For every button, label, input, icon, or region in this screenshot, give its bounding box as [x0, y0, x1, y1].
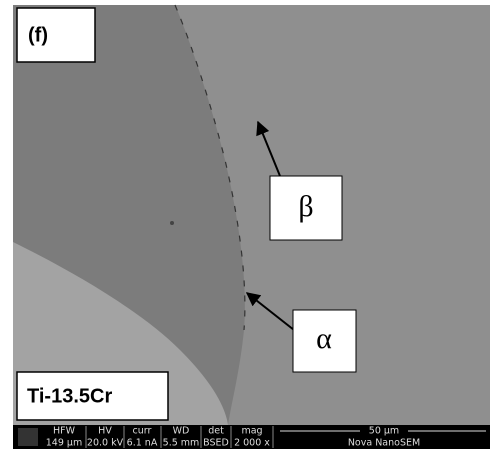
info-value: BSED	[203, 438, 229, 449]
scale-bar-label: 50 µm	[369, 426, 399, 437]
logo	[18, 428, 38, 446]
panel-label: (f)	[28, 24, 48, 46]
instrument: Nova NanoSEM	[348, 438, 420, 449]
alpha-label: α	[316, 322, 332, 355]
info-header: HV	[98, 426, 112, 437]
info-header: WD	[173, 426, 190, 437]
info-value: 5.5 mm	[163, 438, 200, 449]
info-value: 6.1 nA	[127, 438, 158, 449]
particle	[170, 221, 174, 225]
info-header: curr	[133, 426, 152, 437]
beta-label: β	[298, 190, 313, 223]
info-value: 2 000 x	[234, 438, 270, 449]
info-value: 149 µm	[46, 438, 82, 449]
sample-label: Ti-13.5Cr	[27, 385, 112, 407]
info-header: det	[208, 426, 224, 437]
info-value: 20.0 kV	[87, 438, 124, 449]
info-header: mag	[241, 426, 262, 437]
info-header: HFW	[53, 426, 76, 437]
sem-figure: (f) β α Ti-13.5Cr HFW149 µm HV20.0 kV curr…	[0, 0, 494, 449]
